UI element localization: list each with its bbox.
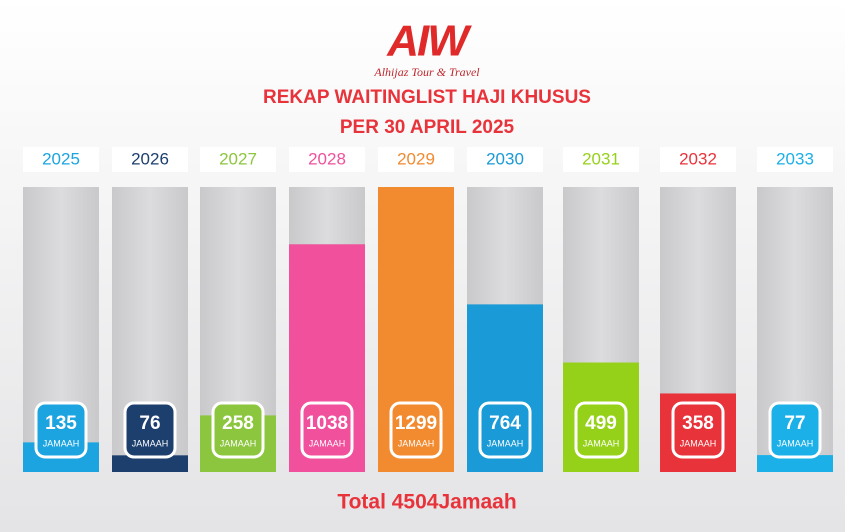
year-box (200, 147, 276, 172)
value-label: 77 (784, 413, 805, 434)
x-tick-label: 2033 (776, 149, 814, 168)
value-badge (768, 401, 822, 459)
bar (757, 455, 833, 472)
value-label: 135 (45, 413, 77, 434)
value-label: 258 (222, 413, 254, 434)
unit-label: JAMAAH (43, 438, 80, 448)
value-badge (300, 401, 354, 459)
x-tick-label: 2026 (131, 149, 169, 168)
bar (112, 455, 188, 472)
unit-label: JAMAAH (398, 438, 435, 448)
x-tick-label: 2028 (308, 149, 346, 168)
x-tick-label: 2027 (219, 149, 257, 168)
value-badge (671, 401, 725, 459)
x-tick-label: 2032 (679, 149, 717, 168)
unit-label: JAMAAH (680, 438, 717, 448)
value-badge (478, 401, 532, 459)
value-label: 358 (682, 413, 714, 434)
year-box (467, 147, 543, 172)
unit-label: JAMAAH (487, 438, 524, 448)
year-box (757, 147, 833, 172)
year-box (289, 147, 365, 172)
value-badge (123, 401, 177, 459)
unit-label: JAMAAH (777, 438, 814, 448)
value-label: 1299 (395, 413, 437, 434)
value-label: 764 (489, 413, 521, 434)
chart-subtitle: PER 30 APRIL 2025 (340, 117, 515, 138)
unit-label: JAMAAH (220, 438, 257, 448)
year-box (563, 147, 639, 172)
total-label: Total 4504Jamaah (337, 491, 516, 514)
x-tick-label: 2029 (397, 149, 435, 168)
value-badge (389, 401, 443, 459)
brand-tagline: Alhijaz Tour & Travel (373, 65, 480, 79)
unit-label: JAMAAH (583, 438, 620, 448)
value-label: 499 (585, 413, 617, 434)
value-label: 76 (139, 413, 160, 434)
year-box (112, 147, 188, 172)
x-tick-label: 2031 (582, 149, 620, 168)
unit-label: JAMAAH (309, 438, 346, 448)
year-box (378, 147, 454, 172)
chart-title: REKAP WAITINGLIST HAJI KHUSUS (263, 87, 591, 108)
brand-logo: AIW (386, 17, 472, 66)
year-box (660, 147, 736, 172)
value-badge (574, 401, 628, 459)
value-label: 1038 (306, 413, 348, 434)
value-badge (211, 401, 265, 459)
value-badge (34, 401, 88, 459)
year-box (23, 147, 99, 172)
unit-label: JAMAAH (132, 438, 169, 448)
x-tick-label: 2025 (42, 149, 80, 168)
x-tick-label: 2030 (486, 149, 524, 168)
